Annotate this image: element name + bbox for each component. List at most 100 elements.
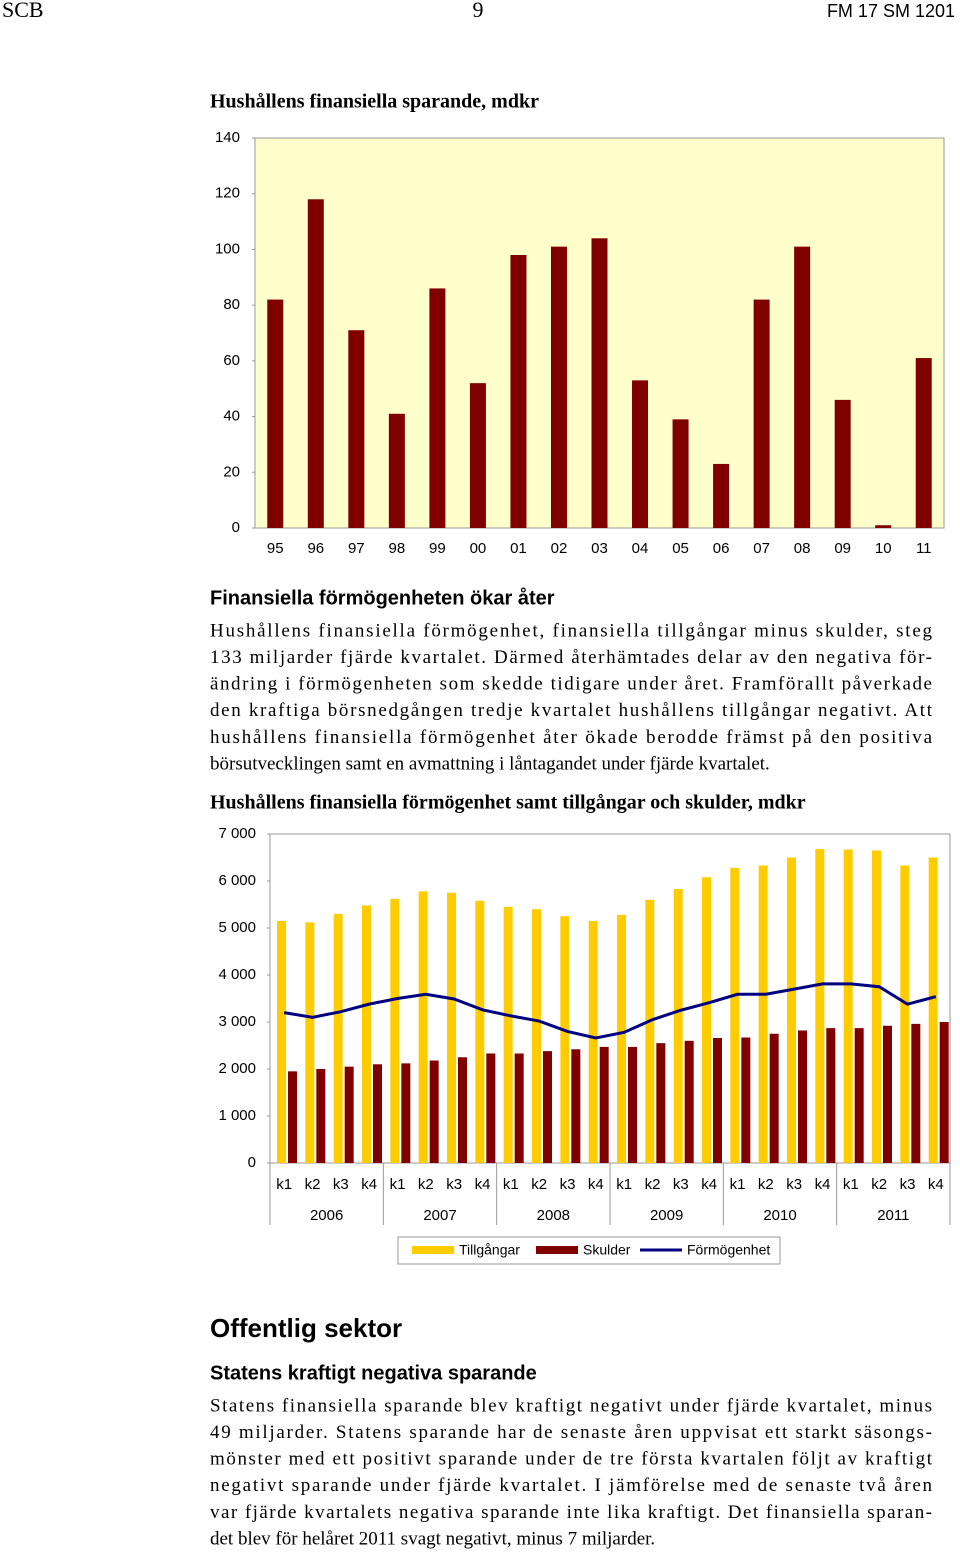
bar	[514, 1053, 524, 1163]
paragraph-line: Statens finansiella sparande blev krafti…	[210, 1395, 932, 1416]
paragraph-line: var fjärde kvartalets negativa sparande …	[210, 1502, 932, 1523]
bar	[826, 1028, 836, 1163]
bar	[843, 849, 853, 1163]
bar	[469, 383, 486, 528]
x-tick-label: k3	[446, 1176, 462, 1193]
y-tick-label: 60	[223, 352, 240, 369]
bar	[854, 1028, 864, 1163]
x-tick-label: k4	[815, 1176, 831, 1193]
bar	[277, 920, 286, 1163]
x-tick-label: k1	[843, 1176, 859, 1193]
bar	[388, 413, 405, 528]
y-tick-label: 0	[232, 519, 240, 536]
bar	[305, 922, 315, 1163]
page-number: 9	[473, 0, 484, 22]
x-tick-label: k4	[928, 1176, 944, 1193]
bar	[418, 891, 428, 1163]
bar	[447, 892, 456, 1163]
bar	[741, 1037, 751, 1163]
group-label: 2010	[763, 1207, 796, 1224]
y-tick-label: 120	[215, 185, 240, 202]
header-left: SCB	[2, 0, 44, 22]
bar	[510, 255, 527, 528]
x-tick-label: k1	[616, 1176, 632, 1193]
x-tick-label: k4	[361, 1176, 377, 1193]
bar	[571, 1049, 581, 1163]
y-tick-label: 4 000	[218, 966, 256, 983]
x-tick-label: 03	[591, 540, 608, 557]
bar	[673, 888, 683, 1163]
x-tick-label: k2	[645, 1176, 661, 1193]
bar	[550, 246, 567, 528]
bar	[798, 1030, 807, 1163]
paragraph-line: ändring i förmögenheten som skedde tidig…	[210, 674, 932, 695]
bar	[362, 905, 371, 1163]
bar	[883, 1025, 892, 1163]
y-tick-label: 0	[248, 1154, 256, 1171]
bar	[373, 1064, 382, 1163]
bar	[599, 1046, 609, 1163]
bar	[684, 1040, 694, 1163]
plot-area	[269, 833, 951, 1164]
bar	[928, 857, 938, 1163]
x-tick-label: k1	[276, 1176, 292, 1193]
bar	[758, 865, 768, 1163]
y-tick-label: 140	[215, 129, 240, 146]
bar	[543, 1051, 552, 1163]
bar	[713, 463, 730, 528]
x-tick-label: 97	[348, 540, 365, 557]
x-tick-label: 09	[834, 540, 851, 557]
bar	[900, 865, 910, 1163]
y-tick-label: 20	[223, 463, 240, 480]
bar	[702, 877, 711, 1163]
paragraph-line: 133 miljarder fjärde kvartalet. Därmed å…	[210, 647, 932, 668]
group-label: 2008	[537, 1207, 570, 1224]
x-tick-label: k2	[758, 1176, 774, 1193]
legend-label: Tillgångar	[459, 1242, 520, 1258]
bar	[834, 399, 851, 528]
y-tick-label: 100	[215, 240, 240, 257]
header-right: FM 17 SM 1201	[827, 1, 955, 21]
bar	[307, 199, 324, 529]
x-tick-label: 02	[551, 540, 568, 557]
bar	[632, 380, 649, 528]
bar	[588, 920, 598, 1163]
bar	[316, 1069, 326, 1163]
bar	[475, 900, 485, 1163]
y-tick-label: 5 000	[218, 919, 256, 936]
x-tick-label: k3	[333, 1176, 349, 1193]
paragraph-line: negativt sparande under fjärde kvartalet…	[210, 1475, 933, 1496]
bar	[348, 330, 365, 528]
legend-label: Skulder	[583, 1242, 631, 1258]
x-tick-label: k4	[588, 1176, 604, 1193]
y-tick-label: 80	[223, 296, 240, 313]
legend-label: Förmögenhet	[687, 1242, 770, 1258]
x-tick-label: k1	[503, 1176, 519, 1193]
paragraph-line: mönster med ett positivt sparande under …	[210, 1449, 933, 1470]
group-label: 2011	[877, 1207, 909, 1224]
x-tick-label: k1	[390, 1176, 406, 1193]
section-title: Offentlig sektor	[210, 1313, 402, 1343]
chart-title: Hushållens finansiella sparande, mdkr	[210, 91, 539, 113]
legend-swatch	[412, 1246, 454, 1254]
x-tick-label: 99	[429, 540, 446, 557]
bar	[730, 867, 740, 1163]
x-tick-label: k3	[560, 1176, 576, 1193]
y-tick-label: 2 000	[218, 1060, 256, 1077]
bar	[458, 1057, 467, 1163]
bar	[794, 246, 811, 528]
group-label: 2007	[423, 1207, 456, 1224]
x-tick-label: 08	[794, 540, 811, 557]
x-tick-label: 05	[672, 540, 689, 557]
paragraph-line: hushållens finansiella förmögenhet åter …	[210, 727, 933, 748]
bar	[429, 1060, 439, 1163]
legend-swatch	[536, 1246, 578, 1254]
x-tick-label: k2	[871, 1176, 887, 1193]
x-tick-label: 96	[307, 540, 324, 557]
line	[283, 982, 937, 1040]
bar	[769, 1033, 779, 1163]
x-tick-label: 98	[389, 540, 406, 557]
section-heading: Statens kraftigt negativa sparande	[210, 1362, 537, 1384]
group-label: 2009	[650, 1207, 683, 1224]
x-tick-label: k2	[418, 1176, 434, 1193]
